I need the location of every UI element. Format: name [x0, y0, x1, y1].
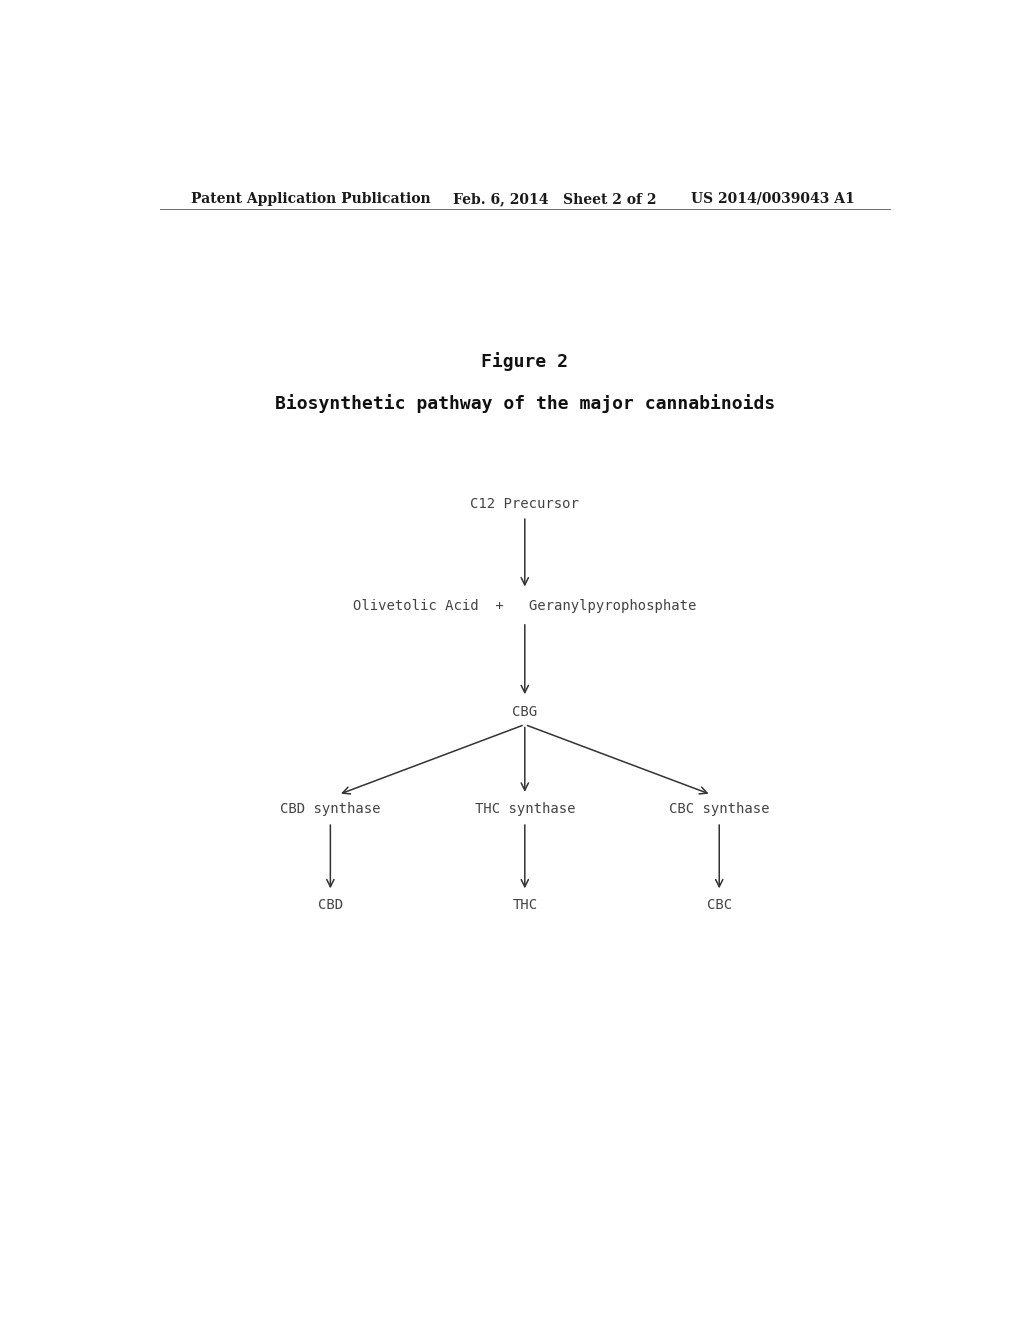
Text: US 2014/0039043 A1: US 2014/0039043 A1 — [691, 191, 855, 206]
Text: Feb. 6, 2014   Sheet 2 of 2: Feb. 6, 2014 Sheet 2 of 2 — [454, 191, 656, 206]
Text: CBC synthase: CBC synthase — [669, 801, 769, 816]
Text: Olivetolic Acid  +   Geranylpyrophosphate: Olivetolic Acid + Geranylpyrophosphate — [353, 598, 696, 612]
Text: C12 Precursor: C12 Precursor — [470, 496, 580, 511]
Text: CBD synthase: CBD synthase — [281, 801, 381, 816]
Text: THC: THC — [512, 899, 538, 912]
Text: Patent Application Publication: Patent Application Publication — [191, 191, 431, 206]
Text: CBD: CBD — [317, 899, 343, 912]
Text: Figure 2: Figure 2 — [481, 351, 568, 371]
Text: THC synthase: THC synthase — [474, 801, 575, 816]
Text: CBG: CBG — [512, 705, 538, 719]
Text: Biosynthetic pathway of the major cannabinoids: Biosynthetic pathway of the major cannab… — [274, 395, 775, 413]
Text: CBC: CBC — [707, 899, 732, 912]
